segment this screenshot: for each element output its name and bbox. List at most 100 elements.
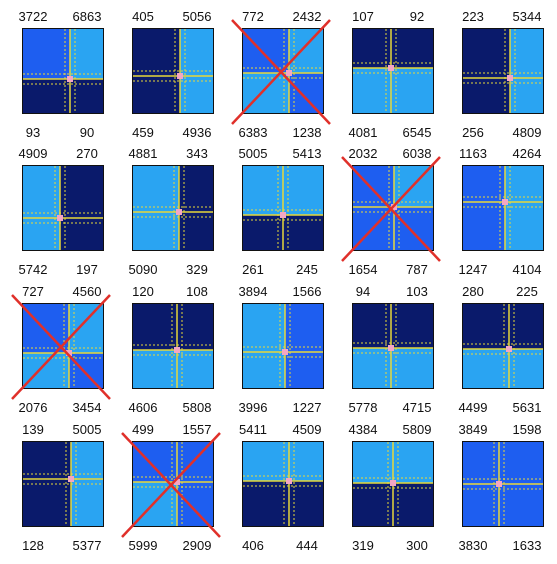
tile-quadrant [505,166,543,202]
panel: 499 1557 5999 2909 [116,421,224,555]
split-tile [22,28,104,114]
center-marker [177,73,183,79]
center-marker [176,209,182,215]
tile-graphic [243,166,323,250]
tile-quadrant [289,442,323,481]
tile-graphic [243,442,323,526]
panel: 280 225 4499 5631 [446,283,554,417]
count-tl: 4384 [348,422,378,437]
center-marker [506,346,512,352]
panel: 4881 343 5090 329 [116,145,224,279]
tile-quadrant [23,29,70,79]
tile-graphic [133,166,213,250]
rejected-cross-icon [231,19,331,125]
tile-graphic [353,442,433,526]
tile-quadrant [243,73,289,113]
tile-quadrant [463,484,499,526]
center-marker [68,476,74,482]
count-br: 5808 [182,400,212,415]
count-tl: 3894 [238,284,268,299]
panel: 139 5005 128 5377 [6,421,114,555]
count-tl: 5411 [239,422,267,437]
count-tl: 727 [22,284,44,299]
tile-graphic [133,29,213,113]
count-br: 2909 [182,538,212,553]
tile-graphic [353,304,433,388]
tile-quadrant [133,304,177,350]
center-marker [286,70,292,76]
count-tl: 3722 [18,9,48,24]
count-tl: 120 [132,284,154,299]
count-br: 4104 [512,262,542,277]
tile-quadrant [243,442,289,481]
count-br: 329 [186,262,208,277]
center-marker [496,481,502,487]
tile-quadrant [180,29,213,76]
panel: 772 2432 6383 1238 [226,8,334,142]
count-br: 1633 [512,538,542,553]
center-marker [282,349,288,355]
tile-graphic [463,29,543,113]
panel: 1163 4264 1247 4104 [446,145,554,279]
count-bl: 6383 [238,125,268,140]
split-tile [462,28,544,114]
tile-quadrant [463,442,499,484]
count-bl: 5999 [128,538,158,553]
count-tl: 139 [22,422,44,437]
split-tile [462,165,544,251]
split-tile [242,303,324,389]
count-br: 4809 [512,125,542,140]
cross-stroke [11,294,111,400]
tile-quadrant [283,166,323,215]
count-br: 90 [79,125,95,140]
center-marker [174,479,180,485]
count-bl: 1247 [458,262,488,277]
tile-graphic [23,166,103,250]
tile-graphic [23,442,103,526]
tile-quadrant [289,73,323,113]
tile-quadrant [133,212,179,250]
split-tile [352,303,434,389]
panel: 3894 1566 3996 1227 [226,283,334,417]
tile-quadrant [463,29,510,78]
panel: 5005 5413 261 245 [226,145,334,279]
tile-quadrant [391,348,433,388]
count-tr: 343 [186,146,208,161]
tile-quadrant [289,481,323,526]
count-bl: 93 [25,125,41,140]
center-marker [507,75,513,81]
rejected-cross-icon [341,156,441,262]
panel: 5411 4509 406 444 [226,421,334,555]
count-bl: 3830 [458,538,488,553]
tile-graphic [23,29,103,113]
count-tl: 4881 [128,146,158,161]
count-tl: 5005 [238,146,268,161]
tile-graphic [463,442,543,526]
count-tr: 4560 [72,284,102,299]
cross-stroke [121,432,221,538]
count-bl: 406 [242,538,264,553]
tile-quadrant [243,215,283,250]
center-marker [67,76,73,82]
count-tl: 107 [352,9,374,24]
tile-quadrant [463,349,509,388]
cross-stroke [341,156,441,262]
tile-quadrant [177,350,213,388]
count-tl: 499 [132,422,154,437]
tile-quadrant [289,29,323,73]
count-bl: 261 [242,262,264,277]
split-tile [132,28,214,114]
tile-quadrant [133,442,177,482]
tile-quadrant [463,304,509,349]
tile-quadrant [499,484,543,526]
tile-quadrant [243,166,283,215]
tile-quadrant [509,349,543,388]
count-bl: 459 [132,125,154,140]
count-bl: 1654 [348,262,378,277]
tile-quadrant [510,78,543,113]
count-tr: 6038 [402,146,432,161]
tile-quadrant [353,166,394,207]
tile-quadrant [463,78,510,113]
tile-quadrant [353,483,393,526]
